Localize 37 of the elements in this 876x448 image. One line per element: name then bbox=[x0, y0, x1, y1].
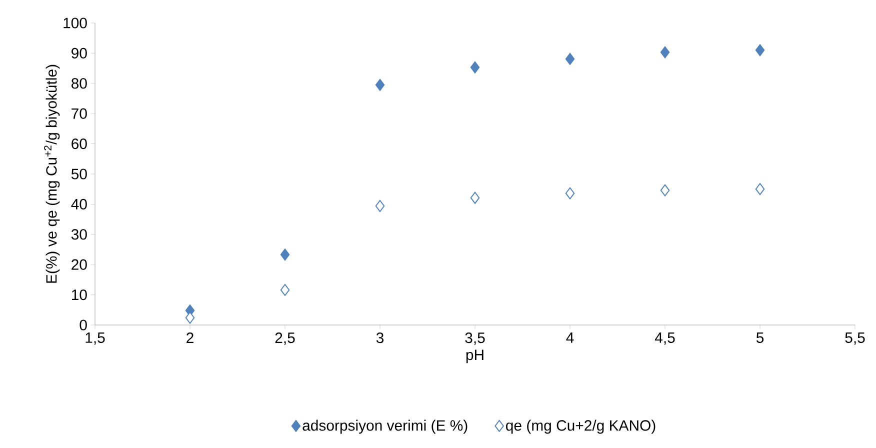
y-tick-label: 50 bbox=[71, 168, 87, 180]
x-tick-label: 3,5 bbox=[465, 332, 485, 345]
x-tick-label: 1,5 bbox=[86, 332, 105, 345]
x-tick-label: 4 bbox=[566, 332, 574, 343]
point bbox=[375, 200, 385, 212]
point bbox=[185, 312, 195, 324]
y-tick-label: 0 bbox=[80, 320, 87, 330]
point bbox=[660, 184, 670, 196]
point bbox=[280, 284, 290, 296]
legend-label: qe (mg Cu+2/g KANO) bbox=[506, 420, 656, 434]
point bbox=[755, 44, 765, 56]
x-tick-label: 5 bbox=[756, 332, 764, 343]
point bbox=[470, 192, 480, 204]
x-tick-label: 2,5 bbox=[275, 332, 295, 345]
point bbox=[280, 248, 290, 261]
y-tick-label: 10 bbox=[72, 290, 87, 300]
y-tick-label: 100 bbox=[64, 18, 87, 28]
y-axis-title: E(%) ve qe (mg Cu$^{+2}$/g biyokütle) bbox=[44, 64, 60, 283]
point bbox=[375, 78, 385, 91]
x-tick-label: 4,5 bbox=[654, 332, 675, 345]
y-tick-label: 40 bbox=[71, 198, 87, 210]
y-tick-label: 30 bbox=[71, 229, 87, 240]
y-tick-label: 20 bbox=[72, 259, 87, 270]
y-tick-label: 80 bbox=[72, 78, 87, 89]
point bbox=[755, 183, 765, 196]
y-tick-label: 70 bbox=[72, 108, 87, 119]
legend-label: adsorpsiyon verimi (E %) bbox=[302, 420, 468, 434]
x-tick-label: 3 bbox=[376, 332, 384, 344]
x-axis-title: pH bbox=[466, 350, 484, 364]
point bbox=[565, 52, 575, 65]
point bbox=[470, 61, 480, 74]
x-tick-label: 5,5 bbox=[845, 332, 865, 345]
x-tick-label: 2 bbox=[186, 332, 194, 343]
point bbox=[565, 187, 575, 200]
y-tick-label: 90 bbox=[72, 48, 87, 58]
y-tick-label: 60 bbox=[72, 138, 87, 150]
point bbox=[660, 46, 670, 58]
